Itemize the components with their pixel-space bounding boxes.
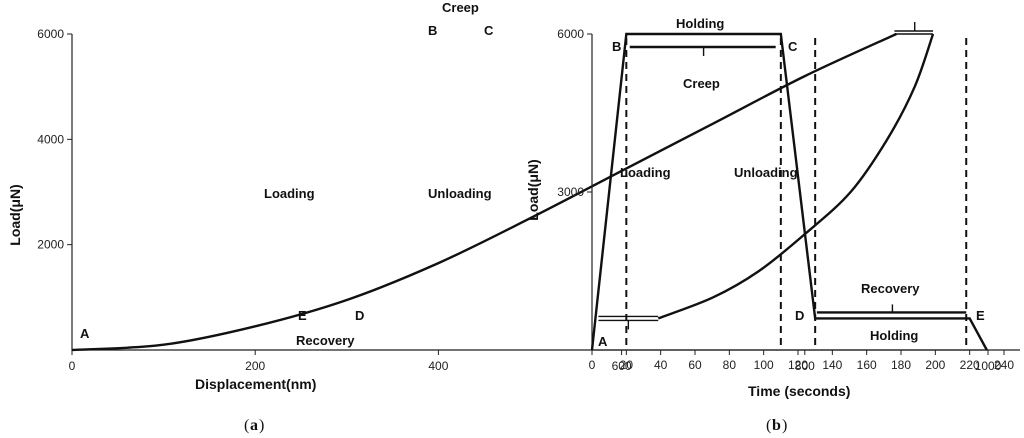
panel-b-caption-open: (: [766, 417, 771, 434]
panel-a-point-a: A: [80, 326, 90, 341]
panel-a-creep-label: Creep: [442, 0, 479, 15]
panel-a-xtick-label: 200: [245, 359, 265, 373]
panel-b-recovery-label: Recovery: [861, 281, 920, 296]
panel-a-recovery-label: Recovery: [296, 333, 355, 348]
panel-a-point-b: B: [428, 23, 437, 38]
panel-b-xtick-label: 160: [857, 358, 877, 372]
panel-b-axis-lines: [591, 34, 1020, 351]
panel-a-unloading-curve: [657, 33, 935, 320]
panel-a-caption-open: (: [244, 417, 249, 434]
panel-b-ytick-label: 3000: [557, 185, 584, 199]
panel-b-xtick-label: 240: [994, 358, 1014, 372]
panel-b-xtick-label: 80: [723, 358, 737, 372]
panel-b-ytick-label: 6000: [557, 27, 584, 41]
panel-b-creep-label: Creep: [683, 76, 720, 91]
panel-a-loading-label: Loading: [264, 186, 315, 201]
panel-b-xtick-label: 200: [925, 358, 945, 372]
panel-a-point-e: E: [298, 308, 307, 323]
panel-a-curves: [71, 22, 935, 352]
panel-a-point-c: C: [484, 23, 494, 38]
panel-b-point-a: A: [598, 334, 608, 349]
panel-b-annotations: Loading Holding Creep Unloading Recovery Hold…: [598, 16, 985, 349]
panel-a-xtick-label: 800: [795, 359, 815, 373]
panel-b-loading-label: Loading: [620, 165, 671, 180]
panel-a-xtick-label: 600: [612, 359, 632, 373]
panel-b-xtick-label: 60: [688, 358, 702, 372]
panel-b-xtick-label: 0: [589, 358, 596, 372]
panel-b-point-c: C: [788, 39, 798, 54]
panel-a-xlabel: Displacement(nm): [195, 376, 316, 392]
panel-b-ticks: 0 20 40 60 80 100 120 140 160 180 200 220 240 3000 600…: [557, 27, 1014, 372]
panel-a-caption-letter: a: [250, 417, 258, 434]
panel-b-holding-top-label: Holding: [676, 16, 724, 31]
panel-b-point-e: E: [976, 308, 985, 323]
panel-a-xtick-label: 0: [69, 359, 76, 373]
panel-a-xtick-label: 400: [428, 359, 448, 373]
panel-a-ytick-label: 2000: [37, 238, 64, 252]
panel-b-xtick-label: 140: [822, 358, 842, 372]
panel-b-ylabel: Load(μN): [525, 159, 541, 220]
panel-b-xtick-label: 40: [654, 358, 668, 372]
panel-b-caption: ( b ): [766, 417, 787, 434]
panel-a-unloading-label: Unloading: [428, 186, 492, 201]
panel-a-xtick-label: 1000: [975, 359, 1002, 373]
panel-b-xtick-label: 220: [960, 358, 980, 372]
panel-a-caption: ( a ): [244, 417, 264, 434]
panel-b-load-curve: [590, 32, 988, 351]
panel-b-xtick-label: 180: [891, 358, 911, 372]
panel-b-axes: [591, 34, 1020, 351]
panel-b-point-d: D: [795, 308, 804, 323]
panel-b-unloading-label: Unloading: [734, 165, 798, 180]
panel-a-caption-close: ): [259, 417, 264, 434]
panel-a-ytick-label: 4000: [37, 132, 64, 146]
panel-a-ylabel: Load(μN): [7, 184, 23, 245]
panel-b-curves: [590, 32, 988, 351]
panel-b-holding-bottom-label: Holding: [870, 328, 918, 343]
panel-b-point-b: B: [612, 39, 621, 54]
panel-b-xtick-label: 120: [788, 358, 808, 372]
panel-a-ytick-label: 6000: [37, 27, 64, 41]
panel-a-annotations: Loading Unloading Creep Recovery A B C D E: [80, 0, 494, 348]
panel-b-caption-letter: b: [772, 417, 781, 434]
panel-b-xtick-label: 20: [620, 358, 634, 372]
panel-b-xtick-label: 100: [754, 358, 774, 372]
panel-a-point-d: D: [355, 308, 364, 323]
panel-b-caption-close: ): [782, 417, 787, 434]
panel-b-xlabel: Time (seconds): [748, 383, 850, 399]
panel-b-chart: 0 20 40 60 80 100 120 140 160 180 200 220 240 3000 600…: [525, 16, 1020, 434]
panel-a-loading-curve: [71, 32, 897, 352]
